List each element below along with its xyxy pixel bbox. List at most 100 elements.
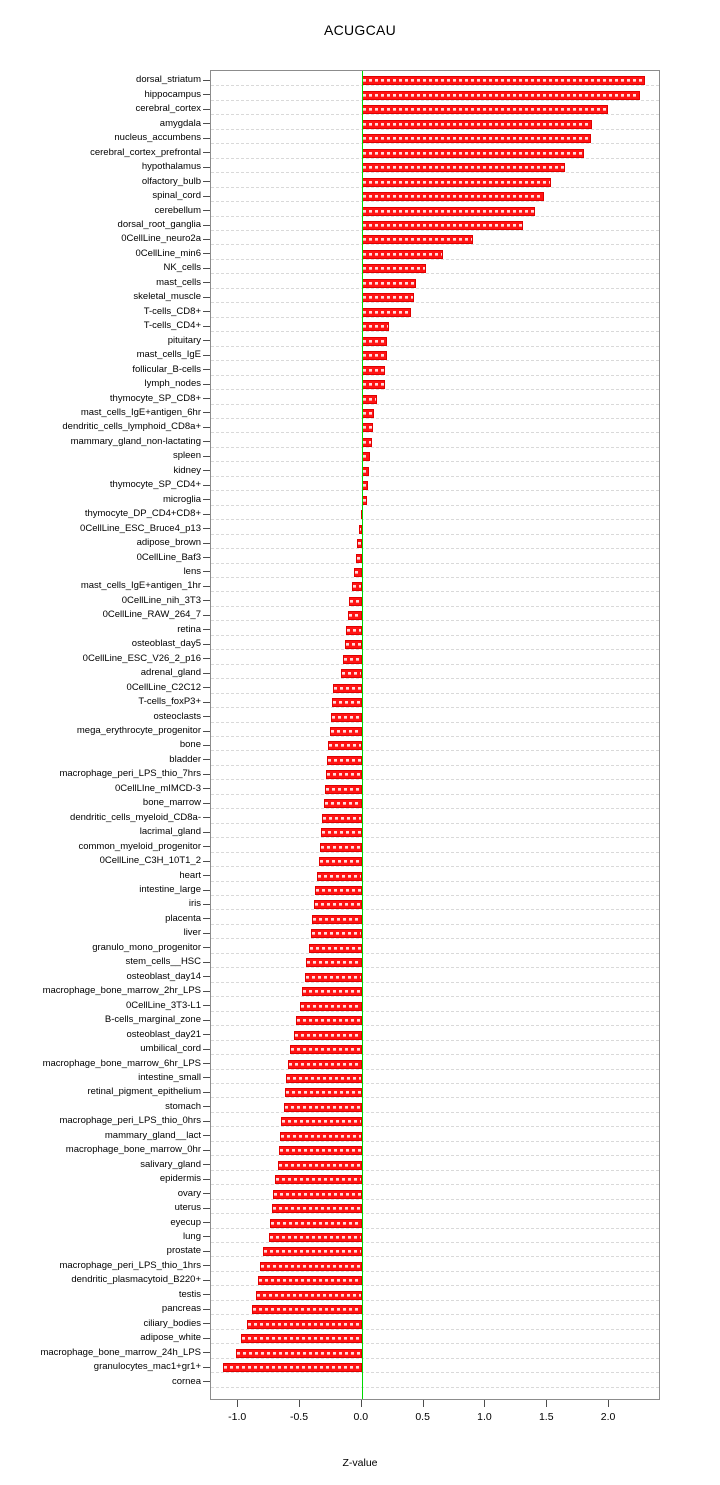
y-axis-label: 0CellLine_C2C12 — [126, 681, 201, 693]
x-axis-tick-label: -0.5 — [289, 1411, 309, 1423]
bar — [240, 1334, 362, 1344]
gridline — [211, 562, 659, 564]
bar — [361, 307, 412, 317]
x-axis-tick — [422, 1400, 424, 1407]
y-axis-label: retina — [177, 623, 201, 635]
bar — [361, 249, 444, 259]
y-axis-tick — [203, 1222, 210, 1224]
bar — [323, 799, 362, 809]
gridline — [211, 287, 659, 289]
y-axis-tick — [203, 875, 210, 877]
y-axis-label: retinal_pigment_epithelium — [87, 1086, 201, 1098]
gridline — [211, 1256, 659, 1258]
y-axis-tick — [203, 658, 210, 660]
y-axis-tick — [203, 1164, 210, 1166]
y-axis-tick — [203, 947, 210, 949]
gridline — [211, 808, 659, 810]
gridline — [211, 504, 659, 506]
bar — [361, 90, 640, 100]
y-axis-label: amygdala — [159, 117, 201, 129]
y-axis-tick — [203, 1236, 210, 1238]
bar — [361, 119, 592, 129]
y-axis-label: 0CellLine_RAW_264_7 — [102, 609, 201, 621]
y-axis-tick — [203, 513, 210, 515]
y-axis-tick — [203, 152, 210, 154]
y-axis-label: iris — [188, 898, 201, 910]
bar — [351, 582, 362, 592]
gridline — [211, 1314, 659, 1316]
gridline — [211, 143, 659, 145]
bar — [361, 322, 389, 332]
y-axis-label: thymocyte_SP_CD4+ — [109, 479, 201, 491]
y-axis-tick — [203, 961, 210, 963]
y-axis-label: T-cells_foxP3+ — [138, 696, 201, 708]
gridline — [211, 1227, 659, 1229]
y-axis-tick — [203, 455, 210, 457]
gridline — [211, 374, 659, 376]
gridline — [211, 649, 659, 651]
y-axis-label: eyecup — [170, 1216, 201, 1228]
y-axis-label: thymocyte_SP_CD8+ — [109, 392, 201, 404]
bar — [270, 1218, 362, 1228]
gridline — [211, 1328, 659, 1330]
y-axis-tick — [203, 528, 210, 530]
y-axis-tick — [203, 1250, 210, 1252]
y-axis-label: kidney — [173, 464, 201, 476]
bar — [361, 177, 551, 187]
bar — [361, 380, 386, 390]
bar — [361, 76, 645, 86]
y-axis-label: bone_marrow — [142, 797, 201, 809]
y-axis-tick — [203, 253, 210, 255]
bar — [322, 813, 362, 823]
y-axis-label: mega_erythrocyte_progenitor — [76, 725, 201, 736]
bar — [344, 640, 362, 650]
bar — [275, 1175, 362, 1185]
y-axis-label: macrophage_bone_marrow_24h_LPS — [40, 1346, 201, 1358]
y-axis-label: stomach — [165, 1100, 201, 1112]
gridline — [211, 1270, 659, 1272]
y-axis-label: osteoblast_day21 — [126, 1028, 201, 1040]
y-axis-label: microglia — [162, 493, 201, 505]
y-axis-label: cerebral_cortex_prefrontal — [90, 146, 201, 158]
y-axis-tick — [203, 1308, 210, 1310]
y-axis-label: hypothalamus — [141, 161, 201, 173]
bar — [361, 423, 373, 433]
y-axis-tick — [203, 846, 210, 848]
bar — [283, 1102, 362, 1112]
y-axis-label: B-cells_marginal_zone — [104, 1014, 201, 1026]
y-axis-tick — [203, 1135, 210, 1137]
bar — [321, 828, 362, 838]
y-axis-tick — [203, 643, 210, 645]
x-axis-tick-label: 0.5 — [415, 1411, 430, 1423]
y-axis-tick — [203, 759, 210, 761]
bar — [278, 1146, 362, 1156]
x-axis-tick-label: 0.0 — [353, 1411, 369, 1423]
y-axis-tick — [203, 1063, 210, 1064]
gridline — [211, 952, 659, 954]
bar — [296, 1016, 362, 1026]
y-axis-label: dorsal_striatum — [136, 74, 201, 86]
bar — [251, 1305, 362, 1315]
gridline — [211, 909, 659, 911]
gridline — [211, 1111, 659, 1113]
y-axis-tick — [203, 557, 210, 559]
plot-inner — [211, 71, 659, 1399]
gridline — [211, 634, 659, 636]
bar — [361, 293, 414, 303]
x-axis-tick-label: 1.5 — [538, 1411, 554, 1423]
y-axis-tick — [203, 585, 210, 587]
y-axis-tick — [203, 629, 210, 631]
gridline — [211, 461, 659, 463]
gridline — [211, 866, 659, 868]
y-axis-tick — [203, 990, 210, 992]
bar — [311, 929, 362, 939]
y-axis-tick — [203, 1207, 210, 1209]
y-axis-tick — [203, 1048, 210, 1050]
gridline — [211, 215, 659, 217]
x-axis-tick-label: 2.0 — [600, 1411, 616, 1423]
y-axis-tick — [203, 1077, 210, 1079]
y-axis-label: macrophage_bone_marrow_6hr_LPS — [42, 1057, 201, 1069]
bar — [287, 1059, 362, 1069]
gridline — [211, 490, 659, 492]
gridline — [211, 967, 659, 969]
